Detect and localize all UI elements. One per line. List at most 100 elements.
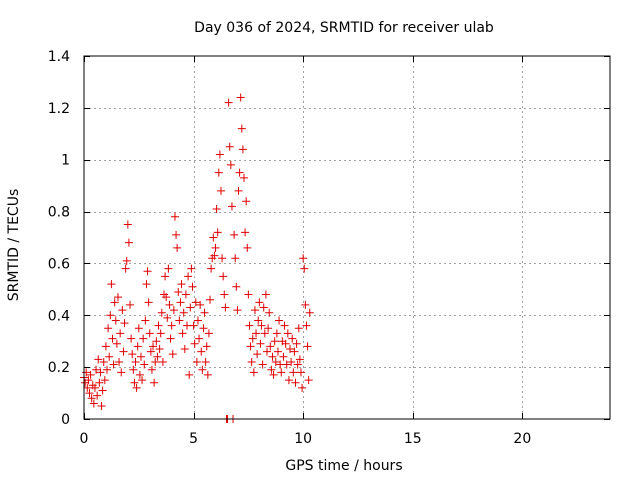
data-point bbox=[247, 357, 256, 366]
data-point bbox=[85, 389, 94, 398]
data-point bbox=[113, 293, 122, 302]
data-point bbox=[295, 355, 304, 364]
x-tick-label: 0 bbox=[80, 431, 89, 447]
data-point bbox=[214, 168, 223, 177]
data-point bbox=[133, 342, 142, 351]
data-point bbox=[233, 306, 242, 315]
data-point bbox=[261, 290, 270, 299]
data-point bbox=[292, 339, 301, 348]
data-point bbox=[105, 352, 114, 361]
data-point bbox=[108, 334, 117, 343]
data-point bbox=[149, 342, 158, 351]
data-point bbox=[248, 334, 257, 343]
data-point bbox=[197, 347, 206, 356]
data-point bbox=[296, 368, 305, 377]
data-point bbox=[204, 329, 213, 338]
data-point bbox=[299, 254, 308, 263]
data-point bbox=[109, 360, 118, 369]
data-point bbox=[145, 329, 154, 338]
data-point bbox=[162, 293, 171, 302]
data-point bbox=[96, 368, 105, 377]
data-point bbox=[284, 376, 293, 385]
data-point bbox=[120, 319, 129, 328]
data-point bbox=[186, 303, 195, 312]
x-axis-label: GPS time / hours bbox=[285, 458, 402, 474]
data-point bbox=[118, 306, 127, 315]
data-point bbox=[196, 300, 205, 309]
data-point bbox=[303, 342, 312, 351]
data-point bbox=[255, 298, 264, 307]
data-point bbox=[84, 376, 93, 385]
data-point bbox=[177, 280, 186, 289]
data-point bbox=[127, 334, 136, 343]
data-point bbox=[210, 251, 219, 260]
data-point bbox=[180, 344, 189, 353]
data-point bbox=[219, 272, 228, 281]
data-point bbox=[279, 352, 288, 361]
x-tick-label: 15 bbox=[404, 431, 422, 447]
data-point bbox=[227, 202, 236, 211]
data-point bbox=[220, 290, 229, 299]
data-point bbox=[178, 329, 187, 338]
y-tick-label: 1 bbox=[61, 153, 70, 169]
data-point bbox=[164, 264, 173, 273]
data-point bbox=[264, 324, 273, 333]
y-tick-labels: 0 0.2 0.4 0.6 0.8 1 1.2 1.4 bbox=[48, 49, 70, 428]
data-point bbox=[132, 383, 141, 392]
data-point bbox=[142, 280, 151, 289]
data-point bbox=[256, 339, 265, 348]
data-point bbox=[238, 145, 247, 154]
data-point bbox=[172, 230, 181, 239]
data-point bbox=[304, 376, 313, 385]
data-point bbox=[191, 298, 200, 307]
data-point bbox=[123, 220, 132, 229]
data-point bbox=[269, 370, 278, 379]
data-point bbox=[151, 357, 160, 366]
data-point bbox=[97, 402, 106, 411]
data-point bbox=[122, 256, 131, 265]
data-point bbox=[98, 386, 107, 395]
data-point bbox=[161, 272, 170, 281]
data-point bbox=[158, 357, 167, 366]
data-point bbox=[277, 368, 286, 377]
data-point bbox=[272, 329, 281, 338]
data-point bbox=[200, 308, 209, 317]
data-point bbox=[290, 347, 299, 356]
data-point bbox=[130, 378, 139, 387]
data-point bbox=[134, 324, 143, 333]
data-point bbox=[259, 303, 268, 312]
data-point bbox=[165, 300, 174, 309]
data-point bbox=[243, 243, 252, 252]
data-point bbox=[211, 243, 220, 252]
data-point bbox=[294, 324, 303, 333]
axis-ticks bbox=[84, 56, 610, 420]
data-point bbox=[185, 370, 194, 379]
data-point bbox=[268, 352, 277, 361]
data-point bbox=[286, 344, 295, 353]
data-point bbox=[131, 357, 140, 366]
data-point bbox=[140, 360, 149, 369]
data-point bbox=[153, 352, 162, 361]
x-tick-label: 5 bbox=[189, 431, 198, 447]
data-point bbox=[291, 378, 300, 387]
data-point bbox=[273, 347, 282, 356]
y-tick-label: 0.2 bbox=[48, 360, 70, 376]
data-point bbox=[93, 391, 102, 400]
data-point bbox=[244, 290, 253, 299]
data-point bbox=[144, 298, 153, 307]
data-point bbox=[226, 160, 235, 169]
data-point bbox=[154, 321, 163, 330]
data-point bbox=[201, 357, 210, 366]
data-point bbox=[232, 282, 241, 291]
y-tick-label: 0.8 bbox=[48, 205, 70, 221]
data-point bbox=[245, 321, 254, 330]
data-point bbox=[94, 355, 103, 364]
y-tick-label: 0 bbox=[61, 412, 70, 428]
data-point bbox=[176, 298, 185, 307]
data-point bbox=[275, 316, 284, 325]
data-point bbox=[187, 264, 196, 273]
data-point bbox=[252, 329, 261, 338]
data-point bbox=[267, 365, 276, 374]
data-point bbox=[115, 357, 124, 366]
